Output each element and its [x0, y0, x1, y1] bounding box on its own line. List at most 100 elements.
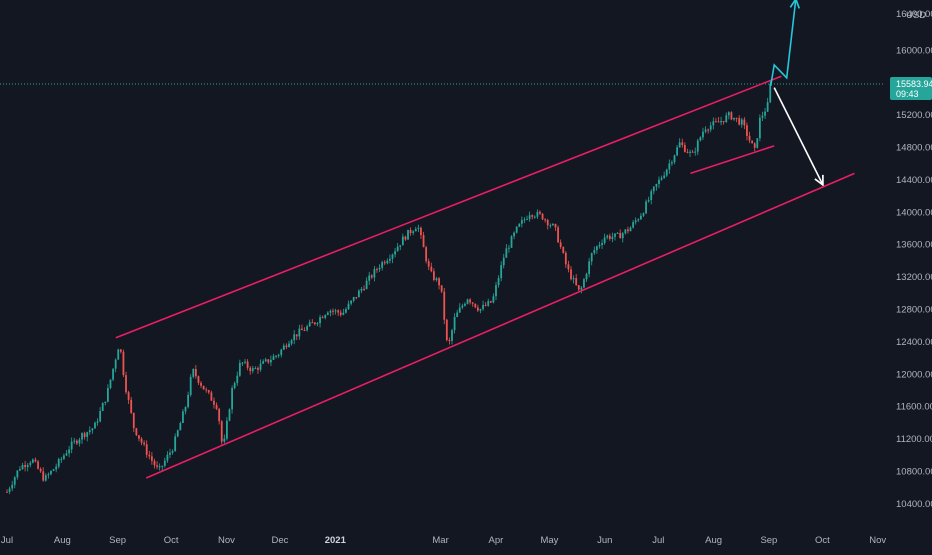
price-tick-label: 13600.00 — [896, 240, 932, 251]
price-axis[interactable]: 10400.00 10800.00 11200.00 11600.00 12000.00… — [885, 0, 932, 530]
last-price-tag-background — [890, 77, 932, 100]
candle-down — [42, 471, 45, 481]
candle-down — [751, 140, 754, 144]
candle-up — [401, 236, 404, 246]
candle-down — [383, 262, 386, 264]
candle-down — [303, 330, 306, 332]
candle-up — [55, 466, 58, 470]
candle-up — [373, 269, 376, 278]
candle-down — [148, 454, 151, 457]
candle-up — [391, 254, 394, 259]
candle-down — [311, 322, 314, 324]
candle-down — [564, 252, 567, 265]
candle-down — [132, 412, 135, 429]
candle-down — [422, 235, 425, 248]
candle-down — [420, 227, 422, 236]
candle-up — [399, 245, 402, 247]
time-axis-background — [0, 530, 932, 550]
candle-down — [440, 285, 443, 292]
candle-down — [471, 302, 474, 304]
candle-up — [671, 162, 673, 164]
channel-lower-line[interactable] — [145, 172, 855, 479]
candle-down — [427, 261, 430, 267]
candle-up — [275, 355, 277, 357]
inner-support-line[interactable] — [690, 145, 775, 175]
candle-down — [531, 215, 534, 217]
price-tick-label: 13200.00 — [896, 272, 932, 283]
candle-up — [238, 362, 241, 376]
candle-down — [409, 229, 412, 234]
candle-up — [290, 340, 293, 344]
candle-up — [44, 475, 47, 481]
candle-up — [70, 441, 73, 450]
candle-up — [593, 250, 596, 254]
candle-down — [143, 442, 146, 445]
candle-up — [704, 129, 707, 132]
candle-down — [210, 392, 213, 401]
candle-down — [150, 456, 153, 461]
time-tick-label: Aug — [705, 535, 722, 546]
candle-down — [213, 400, 215, 405]
candle-up — [601, 242, 603, 245]
candle-up — [761, 115, 764, 118]
currency-label[interactable]: USD — [906, 10, 926, 21]
price-tick-label: 10800.00 — [896, 466, 932, 477]
candle-up — [114, 359, 117, 369]
candle-up — [342, 312, 345, 315]
candle-up — [357, 290, 360, 298]
candle-up — [502, 257, 505, 266]
candle-up — [324, 314, 327, 318]
candle-up — [94, 422, 96, 429]
candle-up — [241, 362, 244, 364]
candle-up — [417, 227, 420, 229]
candle-up — [492, 296, 495, 303]
candle-up — [352, 297, 355, 301]
candle-down — [202, 385, 205, 390]
channel-upper-line[interactable] — [115, 75, 782, 339]
candle-up — [29, 462, 32, 465]
time-tick-label: Oct — [815, 535, 830, 546]
candle-down — [339, 312, 342, 315]
candle-up — [614, 233, 616, 237]
candle-up — [572, 278, 575, 280]
candle-up — [347, 303, 350, 310]
candle-up — [350, 300, 353, 304]
candle-down — [438, 278, 440, 286]
candle-down — [24, 465, 27, 468]
candle-down — [730, 112, 733, 120]
candle-down — [295, 334, 298, 337]
candle-up — [280, 349, 283, 355]
time-axis[interactable]: Jul Aug Sep Oct Nov Dec 2021 Mar Apr May Jun Jul Aug… — [0, 530, 932, 550]
candle-down — [215, 404, 218, 409]
candle-up — [655, 183, 658, 187]
price-tick-label: 12400.00 — [896, 337, 932, 348]
candle-up — [712, 121, 715, 126]
candle-down — [683, 145, 686, 152]
candle-up — [316, 323, 319, 325]
candle-up — [378, 267, 381, 270]
candle-down — [125, 375, 127, 393]
candle-down — [443, 291, 446, 320]
candle-down — [140, 438, 143, 443]
candle-down — [691, 151, 694, 153]
candle-down — [557, 227, 559, 243]
candle-down — [194, 368, 197, 377]
candle-down — [546, 219, 549, 226]
candle-up — [616, 232, 619, 234]
candle-up — [293, 334, 296, 341]
candle-up — [699, 137, 702, 141]
time-tick-label: Sep — [760, 535, 777, 546]
candle-down — [34, 459, 37, 462]
projection-down-arrow[interactable] — [773, 87, 822, 184]
candle-up — [272, 356, 275, 360]
candle-up — [386, 260, 389, 264]
candle-up — [26, 464, 29, 468]
time-tick-label: 2021 — [325, 535, 347, 546]
candle-up — [549, 225, 552, 227]
time-tick-label: Dec — [272, 535, 289, 546]
candle-up — [65, 453, 68, 456]
candle-up — [104, 401, 107, 404]
projection-up-zigzag[interactable] — [769, 0, 796, 87]
